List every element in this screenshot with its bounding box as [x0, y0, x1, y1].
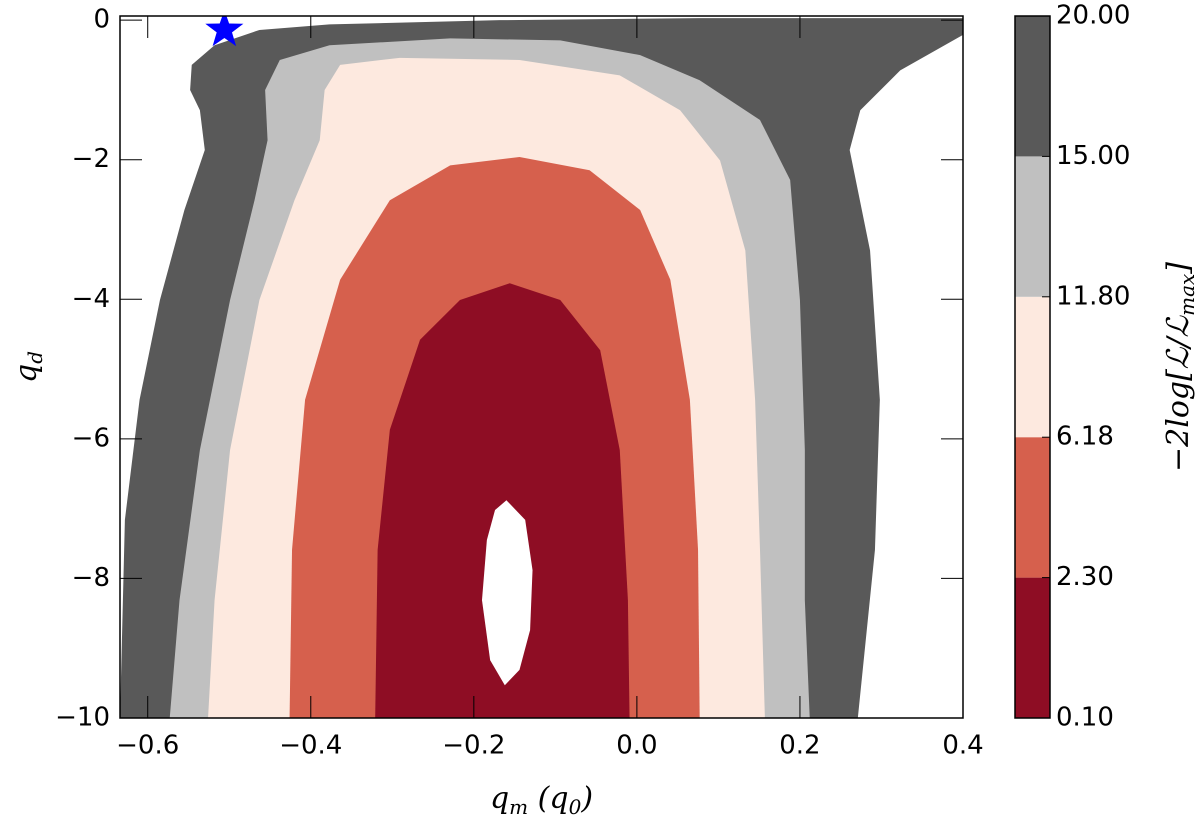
- y-tick-label: −8: [72, 563, 110, 593]
- colorbar-tick-label: 15.00: [1056, 141, 1130, 171]
- colorbar-label-part: max: [1175, 274, 1199, 316]
- y-axis-label-part: q: [9, 364, 44, 383]
- x-tick-label: −0.2: [442, 731, 505, 761]
- colorbar-label-part: ]: [1161, 262, 1196, 275]
- star-marker: [205, 16, 244, 47]
- colorbar-band: [1015, 156, 1050, 297]
- y-axis-label: qd: [9, 351, 47, 383]
- colorbar-band: [1015, 296, 1050, 438]
- colorbar-tick-label: 2.30: [1056, 562, 1114, 592]
- x-tick-label: 0.0: [616, 731, 657, 761]
- colorbar-tick-label: 6.18: [1056, 422, 1114, 452]
- colorbar-band: [1015, 16, 1050, 157]
- x-axis-label-part: (q: [528, 781, 568, 816]
- x-axis-label-part: m: [509, 795, 528, 819]
- y-tick-label: −4: [72, 284, 110, 314]
- colorbar-tick-label: 0.10: [1056, 703, 1114, 733]
- y-tick-label: −2: [72, 144, 110, 174]
- x-axis-label: qm (q0): [490, 781, 593, 819]
- plot-area: [120, 16, 963, 718]
- y-tick-label: 0: [93, 5, 110, 35]
- y-tick-label: −10: [55, 703, 110, 733]
- colorbar-frame: [1014, 15, 1051, 719]
- colorbar-band: [1015, 437, 1050, 578]
- y-tick-label: −6: [72, 423, 110, 453]
- contour-region: [375, 283, 630, 718]
- x-axis-label-part: ): [580, 781, 593, 816]
- x-axis-label-part: q: [490, 781, 509, 816]
- y-axis-label-part: d: [23, 351, 47, 364]
- x-tick-label: −0.4: [279, 731, 342, 761]
- x-tick-label: 0.2: [779, 731, 820, 761]
- x-tick-label: 0.4: [942, 731, 983, 761]
- colorbar-tick-label: 20.00: [1056, 1, 1130, 31]
- colorbar-band: [1015, 577, 1050, 718]
- x-axis-label-part: 0: [569, 795, 582, 819]
- colorbar-label: −2log[ℒ/ℒmax]: [1161, 262, 1199, 472]
- contour-region: [481, 500, 533, 686]
- colorbar-tick-label: 11.80: [1056, 281, 1130, 311]
- plot-frame: [119, 15, 964, 719]
- x-tick-label: −0.6: [116, 731, 179, 761]
- colorbar-label-part: −2log[ℒ/ℒ: [1161, 314, 1196, 472]
